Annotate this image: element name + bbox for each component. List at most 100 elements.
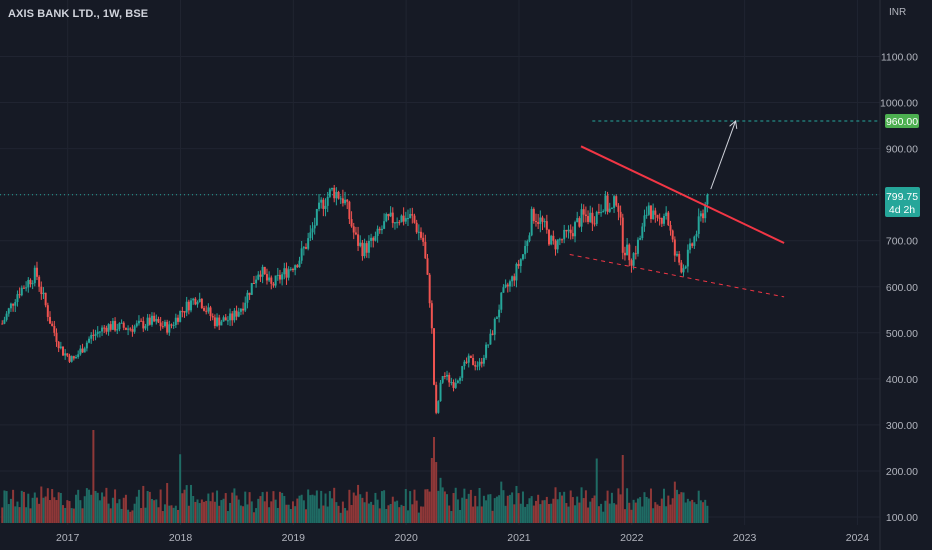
candle-body[interactable] <box>543 221 546 223</box>
candle-body[interactable] <box>643 215 646 227</box>
candle-body[interactable] <box>333 187 336 199</box>
candle-body[interactable] <box>205 310 208 312</box>
candle-body[interactable] <box>500 292 503 310</box>
candle-body[interactable] <box>541 217 544 222</box>
candle-body[interactable] <box>556 239 559 250</box>
candle-body[interactable] <box>662 216 665 224</box>
candle-body[interactable] <box>259 274 262 277</box>
candle-body[interactable] <box>474 364 477 367</box>
candle-body[interactable] <box>365 243 368 253</box>
candle-body[interactable] <box>584 214 587 216</box>
candle-body[interactable] <box>20 287 23 296</box>
candle-body[interactable] <box>224 317 227 321</box>
candle-body[interactable] <box>72 356 75 359</box>
candle-body[interactable] <box>196 302 199 305</box>
candle-body[interactable] <box>478 361 481 366</box>
candle-body[interactable] <box>120 322 123 324</box>
candle-body[interactable] <box>691 243 694 246</box>
candle-body[interactable] <box>118 323 121 330</box>
candle-body[interactable] <box>441 376 444 383</box>
candle-body[interactable] <box>654 210 657 215</box>
candle-body[interactable] <box>456 380 459 383</box>
candle-body[interactable] <box>244 302 247 311</box>
candle-body[interactable] <box>281 274 284 280</box>
candle-body[interactable] <box>68 355 71 362</box>
candle-body[interactable] <box>498 309 501 318</box>
candle-body[interactable] <box>404 218 407 222</box>
candle-body[interactable] <box>166 321 169 333</box>
candle-body[interactable] <box>263 266 266 275</box>
candle-body[interactable] <box>667 212 670 226</box>
candle-body[interactable] <box>613 196 616 208</box>
candle-body[interactable] <box>684 266 687 269</box>
candle-body[interactable] <box>124 327 127 330</box>
candle-body[interactable] <box>44 292 47 306</box>
candle-body[interactable] <box>66 353 69 356</box>
candle-body[interactable] <box>552 235 555 241</box>
candle-body[interactable] <box>157 319 160 323</box>
candle-body[interactable] <box>59 346 62 349</box>
candle-body[interactable] <box>634 253 637 255</box>
candle-body[interactable] <box>619 211 622 218</box>
candle-body[interactable] <box>285 268 288 278</box>
candle-body[interactable] <box>150 315 153 325</box>
candle-body[interactable] <box>77 354 80 357</box>
candle-body[interactable] <box>40 286 43 295</box>
symbol-title[interactable]: AXIS BANK LTD., 1W, BSE <box>8 8 149 20</box>
candle-body[interactable] <box>589 212 592 222</box>
candle-body[interactable] <box>508 281 511 287</box>
candle-body[interactable] <box>3 319 6 324</box>
candle-body[interactable] <box>615 196 618 206</box>
candle-body[interactable] <box>242 308 245 311</box>
candle-body[interactable] <box>658 217 661 219</box>
candle-body[interactable] <box>617 205 620 212</box>
candle-body[interactable] <box>621 217 624 253</box>
candle-body[interactable] <box>367 240 370 253</box>
candle-body[interactable] <box>302 247 305 249</box>
candle-body[interactable] <box>85 342 88 349</box>
candle-body[interactable] <box>374 235 377 241</box>
candle-body[interactable] <box>159 322 162 327</box>
candle-body[interactable] <box>439 382 442 402</box>
candle-body[interactable] <box>98 331 101 333</box>
candle-body[interactable] <box>190 300 193 311</box>
candle-body[interactable] <box>682 268 685 273</box>
candle-body[interactable] <box>539 217 542 224</box>
candle-body[interactable] <box>519 259 522 267</box>
candle-body[interactable] <box>218 317 221 326</box>
candle-body[interactable] <box>137 320 140 324</box>
candle-body[interactable] <box>545 221 548 230</box>
candle-body[interactable] <box>504 284 507 288</box>
candle-body[interactable] <box>595 211 598 224</box>
candle-body[interactable] <box>211 316 214 318</box>
candle-body[interactable] <box>96 331 99 334</box>
candle-body[interactable] <box>671 230 674 240</box>
candle-body[interactable] <box>309 232 312 239</box>
candle-body[interactable] <box>409 214 412 219</box>
candle-body[interactable] <box>140 320 143 322</box>
candle-body[interactable] <box>9 303 12 309</box>
candle-body[interactable] <box>27 279 30 288</box>
candle-body[interactable] <box>322 199 325 209</box>
candle-body[interactable] <box>608 208 611 212</box>
candle-body[interactable] <box>526 241 529 246</box>
candle-body[interactable] <box>346 199 349 202</box>
candle-body[interactable] <box>70 356 73 362</box>
candle-body[interactable] <box>554 240 557 250</box>
candle-body[interactable] <box>391 212 394 224</box>
candle-body[interactable] <box>257 274 260 280</box>
candle-body[interactable] <box>14 302 17 306</box>
candle-body[interactable] <box>489 333 492 345</box>
candle-body[interactable] <box>678 253 681 263</box>
candle-body[interactable] <box>380 228 383 231</box>
candle-body[interactable] <box>161 326 164 328</box>
candle-body[interactable] <box>433 328 436 385</box>
candle-body[interactable] <box>294 265 297 271</box>
time-axis-labels[interactable]: 2017 2018 2019 2020 2021 2022 2023 2024 <box>56 532 869 544</box>
candle-body[interactable] <box>127 328 130 330</box>
candle-body[interactable] <box>610 207 613 209</box>
candle-body[interactable] <box>521 254 524 260</box>
candle-body[interactable] <box>155 319 158 322</box>
candle-body[interactable] <box>647 205 650 215</box>
candle-body[interactable] <box>326 196 329 206</box>
